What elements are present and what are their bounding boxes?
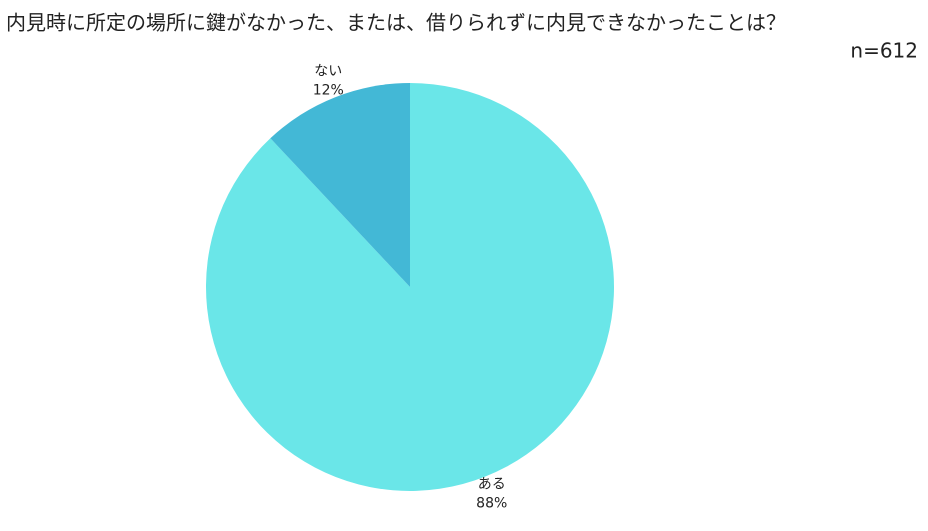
slice-value-label: 12% xyxy=(313,83,344,99)
slice-category-label: ある xyxy=(478,476,506,492)
pie-slice xyxy=(206,83,615,491)
chart-subtitle: n=612 xyxy=(850,39,918,63)
slice-category-label: ない xyxy=(314,64,342,80)
chart-title: 内見時に所定の場所に鍵がなかった、または、借りられずに内見できなかったことは？ xyxy=(6,11,786,35)
pie-slice xyxy=(270,83,410,287)
slice-value-label: 88% xyxy=(476,495,507,511)
